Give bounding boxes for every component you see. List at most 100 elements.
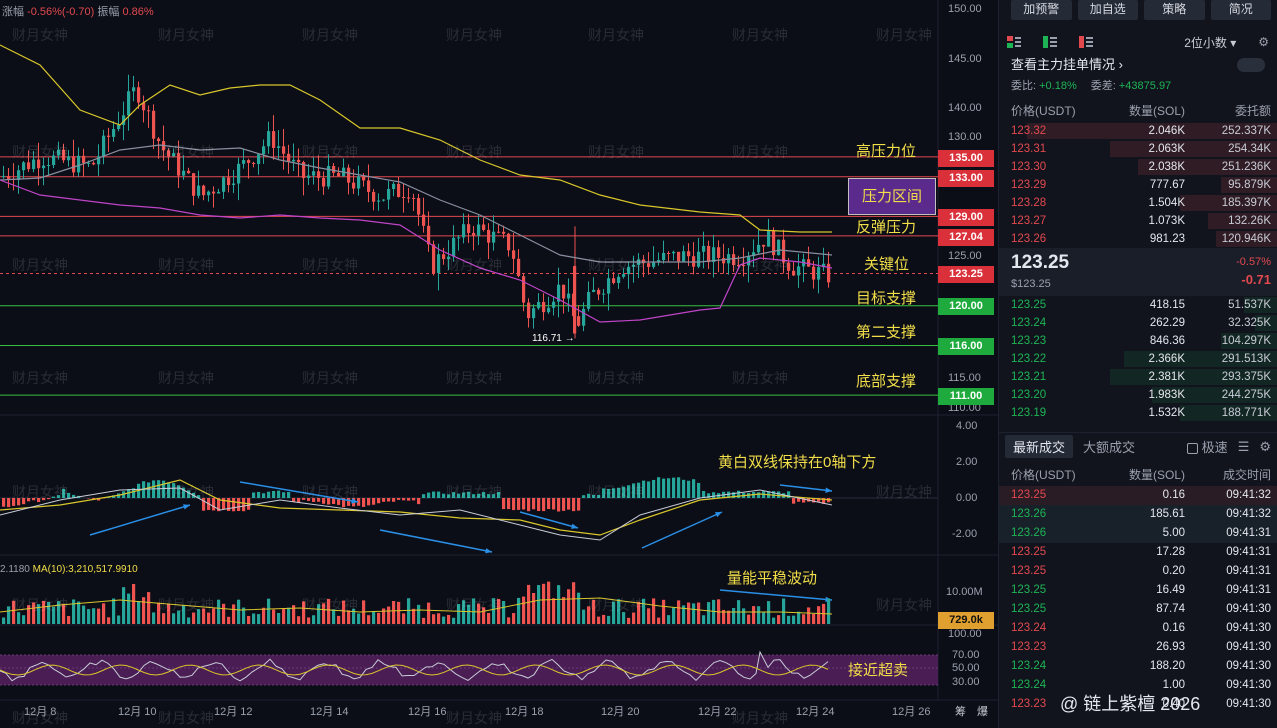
macd-bar [587,493,591,498]
ask-row[interactable]: 123.27 1.073K 132.26K [999,212,1277,230]
volume-bar [732,607,736,624]
macd-bar [537,498,541,512]
volume-bar [562,597,566,624]
overview-button[interactable]: 简况 [1210,0,1271,20]
axis-footer-icon[interactable]: 爆 [977,706,988,718]
gear-icon[interactable]: ⚙ [1259,438,1271,454]
volume-bar [777,615,781,624]
candle-body [147,110,151,112]
trade-row: 123.26 185.61 09:41:32 [999,505,1277,524]
ask-list: 123.32 2.046K 252.337K 123.31 2.063K 254.34K 1… [999,122,1277,248]
candle-body [507,233,511,251]
candle-body [712,247,716,263]
ask-row[interactable]: 123.26 981.23 120.946K [999,230,1277,248]
date-label: 12月 8 [24,706,57,718]
tab-large-trades[interactable]: 大额成交 [1083,440,1136,455]
trend-arrow [825,487,832,493]
bid-row[interactable]: 123.20 1.983K 244.275K [999,386,1277,404]
candle-body [207,191,211,196]
macd-bar [482,492,486,498]
layout-asks-icon[interactable] [1079,36,1093,48]
macd-bar [732,492,736,498]
macd-bar [412,498,416,501]
macd-axis-label: -2.00 [952,528,978,540]
ask-price: 123.30 [1011,161,1047,173]
candle-body [282,146,286,154]
main-orders-link[interactable]: 查看主力挂单情况 › [999,54,1277,76]
trade-price: 123.23 [1011,698,1047,710]
add-alert-button[interactable]: 加预警 [1011,0,1072,20]
settings-icon[interactable]: ⚙ [1258,35,1269,49]
ask-row[interactable]: 123.30 2.038K 251.236K [999,158,1277,176]
volume-bar [252,613,256,624]
volume-bar [747,614,751,624]
candle-body [562,284,566,299]
candle-body [177,153,181,176]
macd-bar [237,498,241,512]
candle-body [362,176,366,181]
ask-row[interactable]: 123.29 777.67 95.879K [999,176,1277,194]
strategy-button[interactable]: 策略 [1144,0,1205,20]
candle-body [787,262,791,271]
annot-macd: 黄白双线保持在0轴下方 [718,454,877,471]
bid-row[interactable]: 123.21 2.381K 293.375K [999,368,1277,386]
candle-body [67,156,71,161]
chart-area[interactable]: 涨幅 -0.56%(-0.70) 振幅 0.86% 150.00 145.00 … [0,0,998,728]
bid-row[interactable]: 123.22 2.366K 291.513K [999,350,1277,368]
extreme-speed-checkbox[interactable]: 极速 [1187,437,1228,456]
candle-body [512,250,516,259]
candle-body [657,260,661,262]
candle-body [372,191,376,202]
ask-row[interactable]: 123.28 1.504K 185.397K [999,194,1277,212]
candle-body [187,170,191,174]
decimals-select[interactable]: 2位小数 ▾ [1184,35,1237,50]
candle-body [97,156,101,165]
volume-bar [307,617,311,624]
volume-bar [617,599,621,624]
candle-body [722,257,726,264]
trade-qty: 0.16 [1162,622,1185,634]
macd-bar [382,498,386,502]
ask-row[interactable]: 123.32 2.046K 252.337K [999,122,1277,140]
trade-price: 123.25 [1011,603,1047,615]
trade-time: 09:41:31 [1226,546,1271,558]
volume-bar [727,610,731,624]
filter-icon[interactable]: ☰ [1237,438,1250,454]
volume-bar [77,601,81,624]
price-axis-label: 110.00 [948,402,981,414]
bid-row[interactable]: 123.19 1.532K 188.771K [999,404,1277,422]
tab-latest-trades[interactable]: 最新成交 [1005,435,1074,458]
candle-body [552,301,556,308]
candle-body [217,191,221,194]
axis-footer-icon[interactable]: 筹 [955,706,966,718]
main-orders-toggle[interactable] [1237,58,1265,72]
macd-bar [667,478,671,498]
candle-body [407,197,411,199]
macd-bar [332,498,336,505]
trade-time: 09:41:31 [1226,527,1271,539]
bid-row[interactable]: 123.25 418.15 51.537K [999,296,1277,314]
layout-bids-icon[interactable] [1043,36,1057,48]
candle-body [542,301,546,313]
candle-body [352,182,356,189]
bid-row[interactable]: 123.24 262.29 32.325K [999,314,1277,332]
candle-body [242,160,246,164]
macd-bar [672,477,676,498]
bid-row[interactable]: 123.23 846.36 104.297K [999,332,1277,350]
add-watchlist-button[interactable]: 加自选 [1077,0,1138,20]
price-tag-116: 116.00 [938,338,994,355]
layout-both-icon[interactable] [1007,36,1021,48]
bid-amt: 32.325K [1228,317,1271,329]
volume-bar [232,604,236,624]
candle-body [182,170,186,176]
macd-bar [492,494,496,498]
candlestick-chart[interactable] [0,0,998,728]
macd-bar [267,491,271,498]
annot-pressure-zone: 压力区间 [848,178,936,215]
volume-bar [552,598,556,624]
volume-bar [517,597,521,624]
macd-bar [402,498,406,501]
bid-amt: 291.513K [1221,353,1271,365]
ask-row[interactable]: 123.31 2.063K 254.34K [999,140,1277,158]
macd-bar [177,485,181,498]
